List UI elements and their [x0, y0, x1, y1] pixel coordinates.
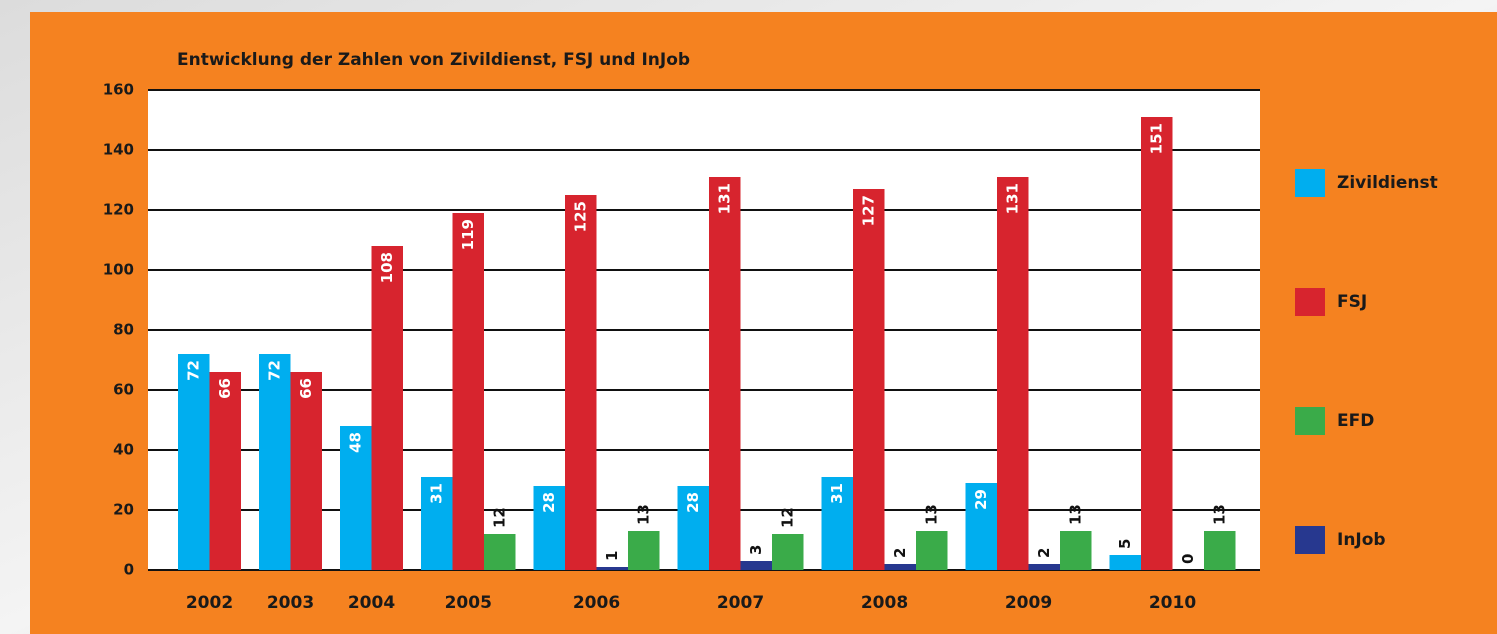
chart: Entwicklung der Zahlen von Zivildienst, … — [0, 0, 1497, 634]
bar — [291, 372, 323, 570]
bar — [453, 213, 485, 570]
bar — [628, 531, 660, 570]
bar — [741, 561, 773, 570]
y-tick-label: 160 — [103, 81, 134, 99]
legend-label: EFD — [1337, 411, 1374, 431]
value-label: 127 — [859, 195, 877, 226]
value-label: 31 — [427, 483, 445, 504]
value-label: 2 — [1035, 548, 1053, 558]
x-tick-label: 2004 — [348, 593, 395, 613]
bar — [1029, 564, 1061, 570]
value-label: 28 — [540, 492, 558, 513]
value-label: 66 — [297, 378, 315, 399]
value-label: 72 — [265, 360, 283, 381]
bar — [210, 372, 242, 570]
bar — [1141, 117, 1173, 570]
y-tick-label: 120 — [103, 201, 134, 219]
bar — [885, 564, 917, 570]
value-label: 13 — [634, 504, 652, 525]
x-tick-label: 2002 — [186, 593, 233, 613]
chart-title: Entwicklung der Zahlen von Zivildienst, … — [177, 50, 690, 70]
value-label: 28 — [684, 492, 702, 513]
value-label: 31 — [828, 483, 846, 504]
bar — [1060, 531, 1092, 570]
value-label: 131 — [1003, 183, 1021, 214]
legend-swatch — [1295, 288, 1325, 316]
y-tick-label: 20 — [113, 501, 134, 519]
value-label: 5 — [1116, 539, 1134, 549]
value-label: 66 — [216, 378, 234, 399]
bar — [997, 177, 1029, 570]
value-label: 12 — [490, 507, 508, 528]
value-label: 29 — [972, 489, 990, 510]
value-label: 125 — [571, 201, 589, 232]
x-tick-label: 2006 — [573, 593, 620, 613]
value-label: 48 — [346, 432, 364, 453]
bar — [178, 354, 210, 570]
x-tick-label: 2003 — [267, 593, 314, 613]
y-tick-label: 40 — [113, 441, 134, 459]
bar — [853, 189, 885, 570]
bar — [259, 354, 291, 570]
value-label: 3 — [747, 545, 765, 555]
y-tick-label: 0 — [124, 561, 134, 579]
legend-label: FSJ — [1337, 292, 1367, 312]
legend-swatch — [1295, 407, 1325, 435]
value-label: 72 — [184, 360, 202, 381]
value-label: 151 — [1147, 123, 1165, 154]
value-label: 131 — [715, 183, 733, 214]
y-tick-label: 140 — [103, 141, 134, 159]
legend-label: Zivildienst — [1337, 173, 1438, 193]
legend-label: InJob — [1337, 530, 1386, 550]
y-tick-label: 80 — [113, 321, 134, 339]
value-label: 119 — [459, 219, 477, 250]
value-label: 108 — [378, 252, 396, 283]
bar — [372, 246, 404, 570]
value-label: 2 — [891, 548, 909, 558]
legend-swatch — [1295, 169, 1325, 197]
bar — [772, 534, 804, 570]
bar — [1110, 555, 1142, 570]
x-tick-label: 2008 — [861, 593, 908, 613]
bar — [597, 567, 629, 570]
value-label: 0 — [1179, 554, 1197, 564]
bar — [916, 531, 948, 570]
y-tick-label: 60 — [113, 381, 134, 399]
bar — [1204, 531, 1236, 570]
value-label: 13 — [922, 504, 940, 525]
value-label: 13 — [1066, 504, 1084, 525]
value-label: 12 — [778, 507, 796, 528]
x-tick-label: 2007 — [717, 593, 764, 613]
y-tick-label: 100 — [103, 261, 134, 279]
x-tick-label: 2009 — [1005, 593, 1052, 613]
bar — [565, 195, 597, 570]
bar — [709, 177, 741, 570]
bar — [484, 534, 516, 570]
x-tick-label: 2010 — [1149, 593, 1196, 613]
value-label: 1 — [603, 551, 621, 561]
x-tick-label: 2005 — [445, 593, 492, 613]
legend-swatch — [1295, 526, 1325, 554]
value-label: 13 — [1210, 504, 1228, 525]
